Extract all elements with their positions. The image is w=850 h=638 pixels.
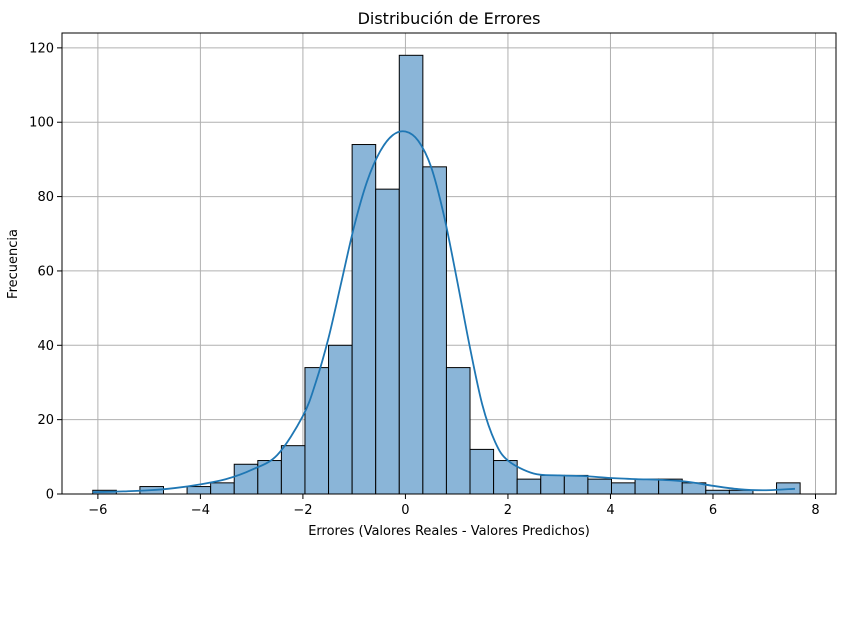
histogram-bar (210, 482, 235, 495)
x-tick-label: −2 (293, 503, 312, 518)
histogram-bar (422, 166, 447, 495)
x-tick-label: 8 (811, 503, 819, 518)
histogram-bar (563, 474, 589, 495)
grid-lines (62, 33, 836, 495)
histogram-bar (705, 489, 730, 495)
y-tick-label: 100 (29, 116, 54, 131)
y-tick-label: 0 (46, 488, 54, 503)
plot-frame (61, 32, 837, 495)
y-tick-label: 60 (37, 264, 54, 279)
histogram-bar (375, 188, 400, 495)
histogram-bar (328, 344, 353, 495)
histogram-bar (280, 445, 306, 495)
x-axis-ticks: −6 −4 −2 0 2 4 6 8 (88, 494, 820, 518)
x-tick-label: 0 (401, 503, 409, 518)
histogram-bar (445, 367, 471, 495)
histogram-bars (92, 54, 801, 495)
x-axis-label: Errores (Valores Reales - Valores Predic… (308, 524, 590, 539)
histogram-bar (516, 478, 542, 495)
x-tick-label: −4 (191, 503, 210, 518)
histogram-bar (469, 448, 495, 495)
y-axis-label: Frecuencia (6, 229, 21, 299)
histogram-bar (728, 489, 754, 495)
kde-curve (92, 130, 796, 494)
histogram-bar (398, 54, 424, 495)
histogram-bar (610, 482, 636, 495)
y-tick-label: 120 (29, 41, 54, 56)
histogram-bar (587, 478, 612, 495)
x-tick-label: 4 (606, 503, 614, 518)
x-tick-label: −6 (88, 503, 107, 518)
y-tick-label: 80 (37, 190, 54, 205)
x-tick-label: 2 (504, 503, 512, 518)
y-tick-label: 40 (37, 339, 54, 354)
chart-title: Distribución de Errores (358, 9, 541, 28)
x-tick-label: 6 (709, 503, 717, 518)
histogram-bar (540, 474, 565, 495)
y-tick-label: 20 (37, 413, 54, 428)
histogram-bar (304, 367, 330, 495)
histogram-bar (186, 486, 212, 495)
y-axis-ticks: 0 20 40 60 80 100 120 (29, 41, 62, 503)
histogram-bar (634, 478, 660, 495)
histogram-bar (351, 144, 377, 495)
